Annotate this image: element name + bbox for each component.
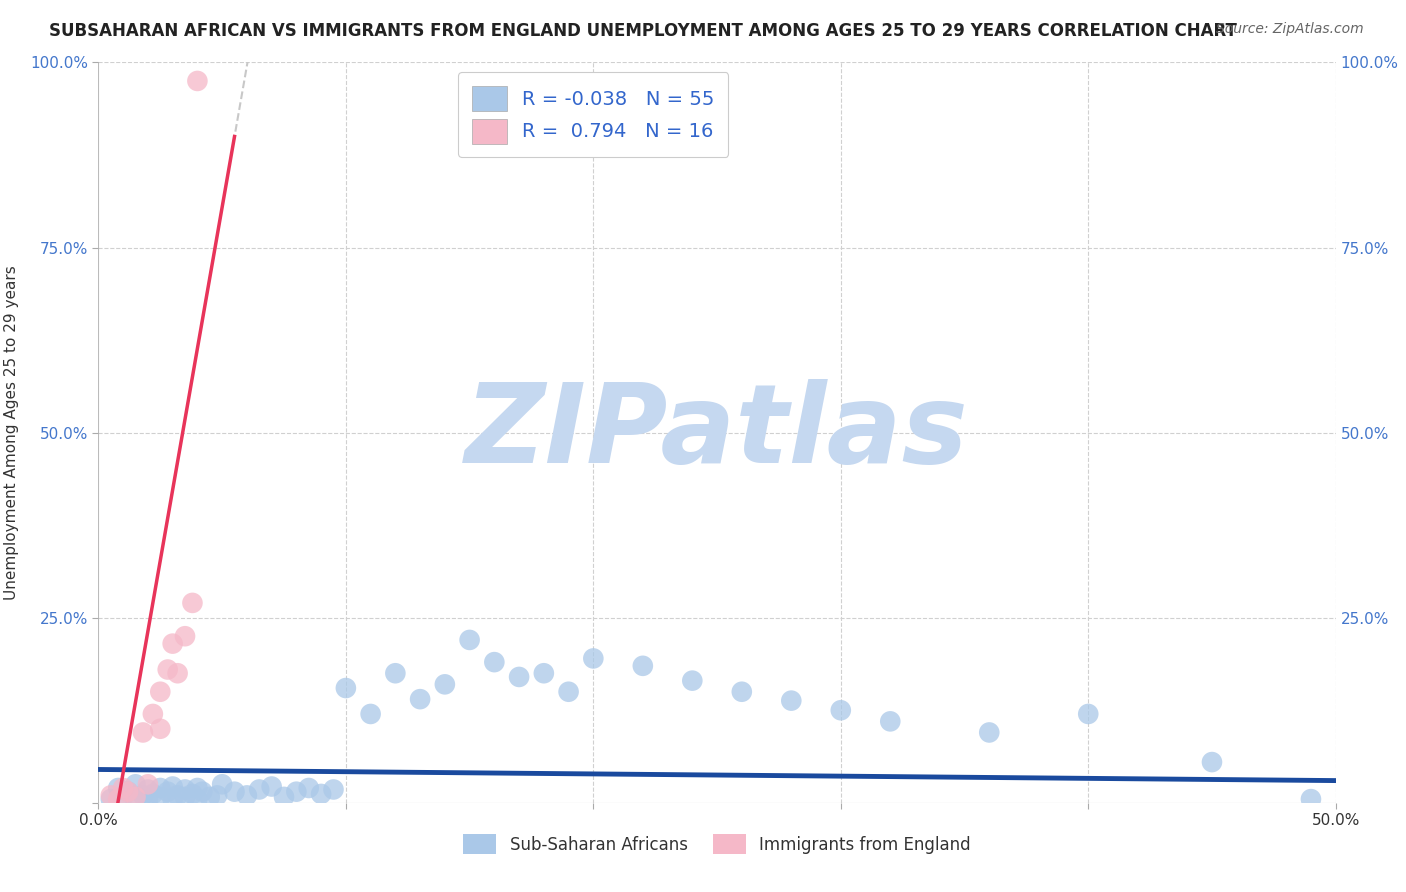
Point xyxy=(162,637,184,651)
Point xyxy=(149,685,172,699)
Text: SUBSAHARAN AFRICAN VS IMMIGRANTS FROM ENGLAND UNEMPLOYMENT AMONG AGES 25 TO 29 Y: SUBSAHARAN AFRICAN VS IMMIGRANTS FROM EN… xyxy=(49,22,1237,40)
Point xyxy=(132,725,155,739)
Point xyxy=(979,725,1001,739)
Point xyxy=(100,792,122,806)
Point xyxy=(205,789,228,803)
Point xyxy=(830,703,852,717)
Point xyxy=(124,777,146,791)
Point xyxy=(780,693,803,707)
Point xyxy=(181,787,204,801)
Point xyxy=(112,780,135,795)
Point xyxy=(879,714,901,729)
Text: ZIPatlas: ZIPatlas xyxy=(465,379,969,486)
Point xyxy=(124,789,146,804)
Point xyxy=(211,777,233,791)
Point xyxy=(681,673,703,688)
Point xyxy=(174,629,197,643)
Point xyxy=(132,789,155,803)
Point xyxy=(156,785,179,799)
Point xyxy=(156,663,179,677)
Point xyxy=(162,792,184,806)
Point xyxy=(557,685,579,699)
Point xyxy=(582,651,605,665)
Point xyxy=(224,785,246,799)
Point xyxy=(384,666,406,681)
Point xyxy=(174,782,197,797)
Point xyxy=(107,780,129,795)
Point xyxy=(360,706,382,721)
Point xyxy=(142,706,165,721)
Point xyxy=(186,74,208,88)
Point xyxy=(186,780,208,795)
Point xyxy=(236,789,259,803)
Point xyxy=(458,632,481,647)
Point xyxy=(273,789,295,804)
Point xyxy=(298,780,321,795)
Point xyxy=(142,787,165,801)
Point xyxy=(136,777,159,791)
Point xyxy=(162,780,184,794)
Point xyxy=(508,670,530,684)
Point xyxy=(117,785,139,799)
Legend: Sub-Saharan Africans, Immigrants from England: Sub-Saharan Africans, Immigrants from En… xyxy=(457,828,977,861)
Point xyxy=(149,789,172,804)
Point xyxy=(166,789,188,803)
Point xyxy=(117,785,139,799)
Point xyxy=(731,685,754,699)
Point xyxy=(186,792,208,806)
Text: Source: ZipAtlas.com: Source: ZipAtlas.com xyxy=(1216,22,1364,37)
Point xyxy=(484,655,506,669)
Point xyxy=(136,792,159,806)
Point xyxy=(166,666,188,681)
Point xyxy=(309,787,332,801)
Point xyxy=(247,782,270,797)
Point xyxy=(409,692,432,706)
Point xyxy=(631,658,654,673)
Point xyxy=(149,780,172,795)
Point xyxy=(433,677,456,691)
Point xyxy=(1077,706,1099,721)
Point xyxy=(198,789,221,804)
Point xyxy=(124,794,146,808)
Point xyxy=(1201,755,1223,769)
Point xyxy=(174,789,197,804)
Point xyxy=(181,596,204,610)
Point xyxy=(335,681,357,695)
Point xyxy=(533,666,555,681)
Point xyxy=(107,792,129,806)
Point xyxy=(112,789,135,804)
Point xyxy=(1299,792,1322,806)
Point xyxy=(100,789,122,803)
Point xyxy=(191,785,214,799)
Point xyxy=(149,722,172,736)
Point xyxy=(136,782,159,797)
Y-axis label: Unemployment Among Ages 25 to 29 years: Unemployment Among Ages 25 to 29 years xyxy=(4,265,18,600)
Point xyxy=(322,782,344,797)
Point xyxy=(285,785,308,799)
Point xyxy=(260,780,283,794)
